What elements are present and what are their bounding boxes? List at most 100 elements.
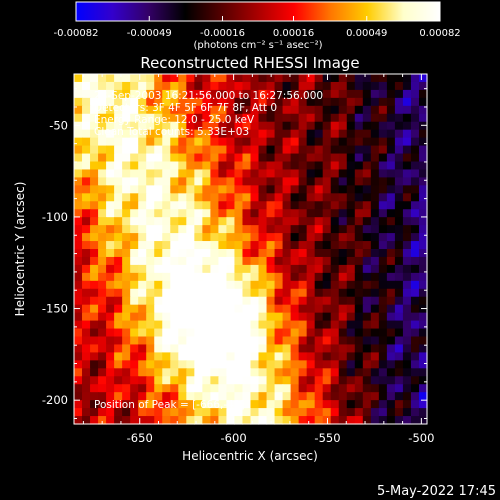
heatmap-cell	[226, 408, 236, 417]
heatmap-cell	[138, 249, 147, 258]
heatmap-cell	[226, 145, 236, 155]
heatmap-cell	[122, 249, 131, 258]
heatmap-cell	[386, 384, 396, 393]
heatmap-cell	[346, 89, 356, 99]
heatmap-cell	[266, 352, 276, 361]
heatmap-cell	[370, 105, 380, 115]
heatmap-cell	[394, 400, 404, 409]
heatmap-cell	[354, 304, 364, 314]
heatmap-cell	[330, 392, 340, 401]
heatmap-cell	[394, 185, 404, 194]
heatmap-cell	[282, 105, 292, 115]
heatmap-cell	[114, 225, 123, 234]
heatmap-cell	[74, 249, 83, 258]
heatmap-cell	[90, 81, 99, 91]
heatmap-cell	[82, 249, 91, 258]
heatmap-cell	[266, 384, 276, 393]
footer-date: 5-May-2022 17:45	[377, 484, 496, 499]
heatmap-cell	[90, 288, 99, 298]
heatmap-cell	[418, 320, 428, 330]
heatmap-cell	[290, 384, 300, 393]
heatmap-cell	[106, 185, 115, 194]
heatmap-cell	[282, 400, 292, 409]
heatmap-cell	[122, 320, 131, 330]
heatmap-cell	[370, 272, 380, 282]
heatmap-cell	[114, 384, 123, 393]
heatmap-cell	[418, 368, 428, 377]
heatmap-cell	[394, 74, 404, 83]
heatmap-cell	[106, 113, 115, 123]
heatmap-cell	[122, 241, 131, 250]
heatmap-cell	[394, 233, 404, 242]
heatmap-cell	[306, 233, 316, 242]
heatmap-cell	[202, 74, 211, 83]
heatmap-cell	[122, 288, 131, 298]
heatmap-cell	[138, 201, 147, 210]
heatmap-cell	[402, 153, 412, 163]
heatmap-cell	[130, 81, 139, 91]
heatmap-cell	[154, 376, 163, 385]
heatmap-cell	[210, 304, 220, 314]
heatmap-cell	[122, 185, 131, 194]
heatmap-cell	[410, 241, 420, 250]
heatmap-cell	[282, 89, 292, 99]
heatmap-cell	[154, 272, 163, 282]
heatmap-cell	[178, 392, 187, 401]
heatmap-cell	[242, 400, 252, 409]
heatmap-cell	[178, 288, 187, 298]
heatmap-cell	[258, 201, 268, 210]
heatmap-cell	[282, 408, 292, 417]
heatmap-cell	[90, 408, 99, 417]
heatmap-cell	[122, 113, 131, 123]
heatmap-cell	[274, 249, 284, 258]
heatmap-cell	[210, 336, 220, 346]
heatmap-cell	[362, 296, 372, 306]
heatmap-cell	[314, 74, 324, 83]
heatmap-cell	[226, 89, 236, 99]
heatmap-cell	[274, 137, 284, 147]
heatmap-cell	[122, 161, 131, 171]
heatmap-cell	[314, 312, 324, 322]
heatmap-cell	[146, 408, 155, 417]
heatmap-cell	[98, 161, 107, 171]
heatmap-cell	[370, 113, 380, 123]
heatmap-cell	[386, 320, 396, 330]
heatmap-cell	[322, 193, 332, 202]
heatmap-cell	[170, 74, 179, 83]
heatmap-cell	[98, 217, 107, 226]
heatmap-cell	[290, 272, 300, 282]
y-tick-label: -100	[42, 210, 68, 224]
heatmap-cell	[306, 320, 316, 330]
heatmap-cell	[274, 161, 284, 171]
heatmap-cell	[234, 264, 244, 274]
heatmap-cell	[194, 153, 203, 163]
heatmap-cell	[122, 169, 131, 178]
heatmap-cell	[234, 408, 244, 417]
heatmap-cell	[90, 320, 99, 330]
heatmap-cell	[138, 129, 147, 139]
heatmap-cell	[378, 392, 388, 401]
heatmap-cell	[202, 256, 211, 266]
heatmap-cell	[154, 145, 163, 155]
heatmap-cell	[346, 320, 356, 330]
heatmap-cell	[386, 177, 396, 186]
heatmap-cell	[386, 225, 396, 234]
heatmap-cell	[370, 416, 380, 425]
heatmap-cell	[306, 328, 316, 338]
heatmap-cell	[346, 360, 356, 369]
heatmap-cell	[202, 105, 211, 115]
heatmap-cell	[250, 177, 260, 186]
heatmap-cell	[394, 145, 404, 155]
heatmap-cell	[258, 177, 268, 186]
heatmap-cell	[354, 328, 364, 338]
heatmap-cell	[258, 408, 268, 417]
heatmap-cell	[186, 241, 195, 250]
heatmap-cell	[122, 280, 131, 290]
heatmap-cell	[186, 320, 195, 330]
heatmap-cell	[378, 304, 388, 314]
heatmap-cell	[178, 264, 187, 274]
heatmap-cell	[394, 193, 404, 202]
heatmap-cell	[258, 137, 268, 147]
heatmap-cell	[346, 376, 356, 385]
heatmap-cell	[370, 304, 380, 314]
